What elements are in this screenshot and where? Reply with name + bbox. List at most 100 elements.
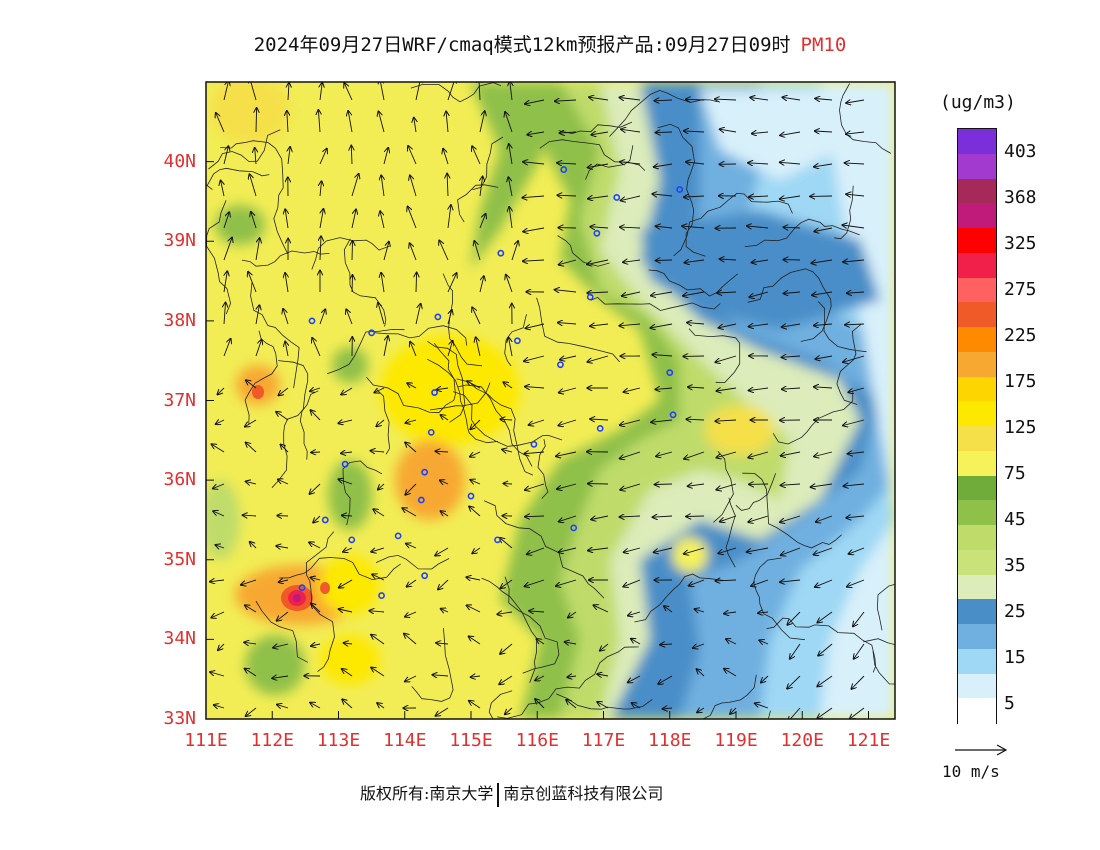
wind-arrow: [500, 419, 513, 420]
wind-arrow: [844, 484, 865, 486]
boundary-line: [504, 576, 560, 674]
boundary-line: [834, 185, 854, 240]
lon-label: 115E: [449, 730, 493, 751]
wind-arrow: [509, 207, 512, 229]
boundary-line: [536, 297, 621, 363]
wind-arrow: [501, 579, 513, 588]
wind-arrow: [535, 676, 545, 680]
wind-arrow: [381, 175, 384, 197]
wind-arrow: [782, 97, 801, 100]
boundary-line: [872, 651, 895, 685]
wind-arrow: [590, 227, 609, 228]
wind-arrow: [509, 338, 512, 357]
boundary-line: [772, 390, 854, 445]
wind-arrow: [719, 323, 737, 328]
wind-arrow: [749, 196, 769, 197]
boundary-line: [735, 473, 776, 511]
wind-arrow: [715, 420, 737, 421]
wind-arrow: [815, 99, 833, 101]
wind-arrow: [447, 310, 452, 325]
wind-arrow: [684, 196, 705, 197]
wind-arrow: [251, 212, 257, 229]
lat-label: 36N: [163, 469, 196, 491]
colorbar-swatch: [958, 426, 996, 452]
wind-arrow: [686, 516, 705, 517]
wind-arrow: [684, 547, 705, 554]
wind-arrow: [716, 388, 737, 391]
lon-label: 112E: [250, 730, 294, 751]
wind-arrow: [588, 548, 609, 551]
wind-arrow: [566, 700, 577, 709]
wind-arrow: [590, 419, 609, 420]
wind-arrow: [469, 636, 481, 645]
boundary-line: [376, 389, 391, 455]
wind-arrow: [524, 355, 545, 361]
wind-arrow: [287, 111, 288, 133]
wind-arrow: [281, 445, 289, 453]
wind-arrow: [408, 146, 417, 165]
boundary-line: [702, 674, 757, 719]
boundary-line: [305, 531, 335, 672]
wind-arrow: [600, 643, 609, 651]
wind-arrow: [848, 452, 865, 454]
wind-arrow: [223, 339, 231, 357]
wind-arrow: [211, 611, 225, 618]
boundary-line: [876, 583, 895, 631]
wind-arrow: [250, 82, 257, 101]
wind-arrow: [527, 132, 545, 135]
lon-label: 118E: [648, 730, 692, 751]
wind-arrow: [499, 675, 513, 684]
boundary-line: [442, 273, 483, 367]
wind-arrow: [780, 196, 801, 199]
province-boundaries: [206, 82, 895, 719]
wind-arrow: [311, 578, 321, 581]
boundary-line: [342, 460, 383, 526]
city-marker: [596, 424, 604, 432]
boundary-line: [411, 628, 454, 702]
wind-arrow: [319, 209, 323, 229]
boundary-line: [220, 140, 289, 254]
city-marker: [417, 496, 425, 504]
lat-label: 39N: [163, 230, 196, 252]
wind-arrow: [621, 195, 641, 201]
wind-arrow: [556, 451, 577, 456]
boundary-line: [725, 497, 736, 568]
boundary-line: [343, 238, 387, 327]
wind-arrow: [351, 210, 356, 229]
wind-arrow: [664, 606, 673, 613]
wind-arrow: [529, 611, 545, 612]
wind-arrow: [560, 355, 577, 360]
wind-arrow: [623, 260, 641, 262]
wind-arrow: [402, 508, 417, 517]
wind-arrow: [628, 675, 641, 682]
wind-arrow: [780, 515, 801, 522]
wind-arrow: [656, 132, 673, 133]
wind-arrow: [628, 612, 641, 616]
colorbar-swatch: [958, 698, 996, 724]
colorbar-swatch: [958, 252, 996, 278]
wind-arrow: [655, 484, 673, 485]
wind-arrow: [243, 515, 257, 516]
wind-arrow: [587, 292, 609, 293]
wind-arrow: [241, 579, 257, 585]
wind-arrow: [469, 701, 481, 709]
city-marker: [586, 293, 594, 301]
wind-arrow: [790, 643, 801, 659]
boundary-line: [299, 390, 319, 460]
wind-arrow: [621, 129, 641, 132]
wind-arrow: [369, 611, 385, 612]
boundary-line: [590, 296, 721, 311]
wind-arrow: [535, 699, 545, 709]
wind-arrow: [619, 324, 641, 326]
wind-arrow: [371, 451, 385, 452]
wind-arrow: [689, 579, 705, 586]
colorbar-swatch: [958, 599, 996, 625]
colorbar-label: 45: [1004, 509, 1026, 530]
wind-arrow: [221, 181, 224, 197]
wind-arrow: [415, 82, 421, 101]
wind-arrow: [623, 579, 641, 587]
wind-arrow: [311, 452, 321, 453]
wind-arrow: [467, 381, 481, 389]
wind-arrow: [272, 676, 289, 678]
city-marker: [593, 229, 601, 237]
